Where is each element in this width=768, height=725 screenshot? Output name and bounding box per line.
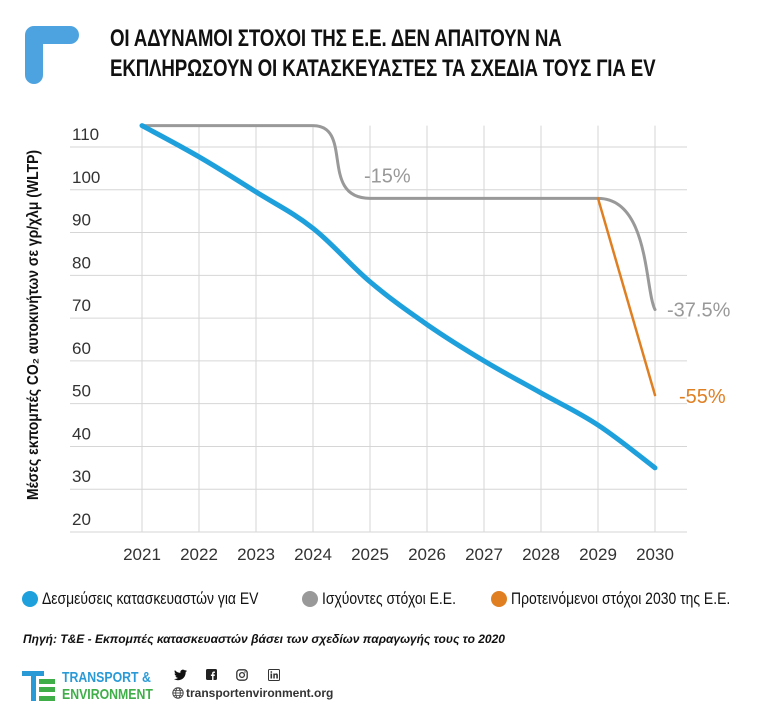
te-logo-icon bbox=[22, 671, 55, 701]
y-axis-ticks: 110 100 90 80 70 60 50 40 30 20 bbox=[72, 125, 100, 529]
x-tick-label: 2030 bbox=[636, 545, 674, 564]
legend-item-manufacturers: Δεσμεύσεις κατασκευαστών για EV bbox=[22, 589, 306, 609]
instagram-icon[interactable] bbox=[236, 669, 248, 684]
facebook-icon[interactable] bbox=[206, 669, 217, 683]
legend-dot-orange-icon bbox=[491, 591, 507, 607]
twitter-icon[interactable] bbox=[174, 669, 187, 684]
legend: Δεσμεύσεις κατασκευαστών για EV Ισχύοντε… bbox=[0, 589, 768, 615]
legend-label: Ισχύοντες στόχοι Ε.Ε. bbox=[322, 589, 456, 608]
title-line-2: ΕΚΠΛΗΡΩΣΟΥΝ ΟΙ ΚΑΤΑΣΚΕΥΑΣΤΕΣ ΤΑ ΣΧΕΔΙΑ Τ… bbox=[110, 55, 656, 82]
x-tick-label: 2028 bbox=[522, 545, 560, 564]
website-text: transportenvironment.org bbox=[186, 686, 334, 700]
grid bbox=[70, 125, 687, 533]
legend-dot-gray-icon bbox=[302, 591, 318, 607]
x-tick-label: 2023 bbox=[237, 545, 275, 564]
series-line-manufacturers bbox=[139, 123, 658, 471]
series-lines bbox=[139, 123, 658, 471]
x-tick-label: 2026 bbox=[408, 545, 446, 564]
x-tick-label: 2025 bbox=[351, 545, 389, 564]
x-tick-label: 2024 bbox=[294, 545, 332, 564]
org-name: TRANSPORT & ENVIRONMENT bbox=[62, 669, 153, 703]
legend-label: Δεσμεύσεις κατασκευαστών για EV bbox=[42, 589, 259, 608]
source-note: Πηγή: T&E - Εκπομπές κατασκευαστών βάσει… bbox=[23, 632, 505, 646]
y-tick-label: 40 bbox=[72, 424, 91, 443]
legend-label: Προτεινόμενοι στόχοι 2030 της Ε.Ε. bbox=[511, 589, 731, 608]
annotation-label: -15% bbox=[364, 165, 411, 187]
corner-bracket-icon bbox=[25, 26, 79, 84]
y-tick-label: 50 bbox=[72, 382, 91, 401]
org-name-line-2: ENVIRONMENT bbox=[62, 686, 153, 703]
x-tick-label: 2029 bbox=[579, 545, 617, 564]
title-line-1: ΟΙ ΑΔΥΝΑΜΟΙ ΣΤΟΧΟΙ ΤΗΣ Ε.Ε. ΔΕΝ ΑΠΑΙΤΟΥΝ… bbox=[110, 25, 562, 52]
series-line-proposed-targets bbox=[596, 197, 657, 397]
annotation-label: -37.5% bbox=[667, 300, 731, 322]
globe-icon bbox=[172, 687, 184, 699]
y-tick-label: 20 bbox=[72, 510, 91, 529]
y-tick-label: 100 bbox=[72, 168, 100, 187]
footer: TRANSPORT & ENVIRONMENT transportenviron… bbox=[22, 669, 362, 705]
y-tick-label: 80 bbox=[72, 253, 91, 272]
y-tick-label: 110 bbox=[72, 125, 99, 144]
y-axis-label: Μέσες εκπομπές CO₂ αυτοκινήτων σε γρ/χλμ… bbox=[25, 150, 42, 500]
legend-dot-blue-icon bbox=[22, 591, 38, 607]
x-axis-ticks: 2021 2022 2023 2024 2025 2026 2027 2028 2029 2030 bbox=[123, 545, 674, 564]
legend-item-current-targets: Ισχύοντες στόχοι Ε.Ε. bbox=[302, 589, 485, 609]
y-tick-label: 90 bbox=[72, 211, 91, 230]
x-tick-label: 2021 bbox=[123, 545, 161, 564]
annotations: -15% -37.5% -55% bbox=[364, 165, 731, 408]
y-tick-label: 30 bbox=[72, 467, 91, 486]
x-tick-label: 2022 bbox=[180, 545, 218, 564]
linkedin-icon[interactable] bbox=[268, 669, 280, 684]
org-name-line-1: TRANSPORT & bbox=[62, 669, 151, 686]
y-tick-label: 70 bbox=[72, 296, 91, 315]
legend-item-proposed-targets: Προτεινόμενοι στόχοι 2030 της Ε.Ε. bbox=[491, 589, 768, 609]
page-title: ΟΙ ΑΔΥΝΑΜΟΙ ΣΤΟΧΟΙ ΤΗΣ Ε.Ε. ΔΕΝ ΑΠΑΙΤΟΥΝ… bbox=[110, 24, 656, 84]
website-link[interactable]: transportenvironment.org bbox=[172, 686, 333, 700]
series-line-current-targets bbox=[140, 124, 657, 312]
annotation-label: -55% bbox=[679, 386, 726, 408]
x-tick-label: 2027 bbox=[465, 545, 503, 564]
y-tick-label: 60 bbox=[72, 339, 91, 358]
